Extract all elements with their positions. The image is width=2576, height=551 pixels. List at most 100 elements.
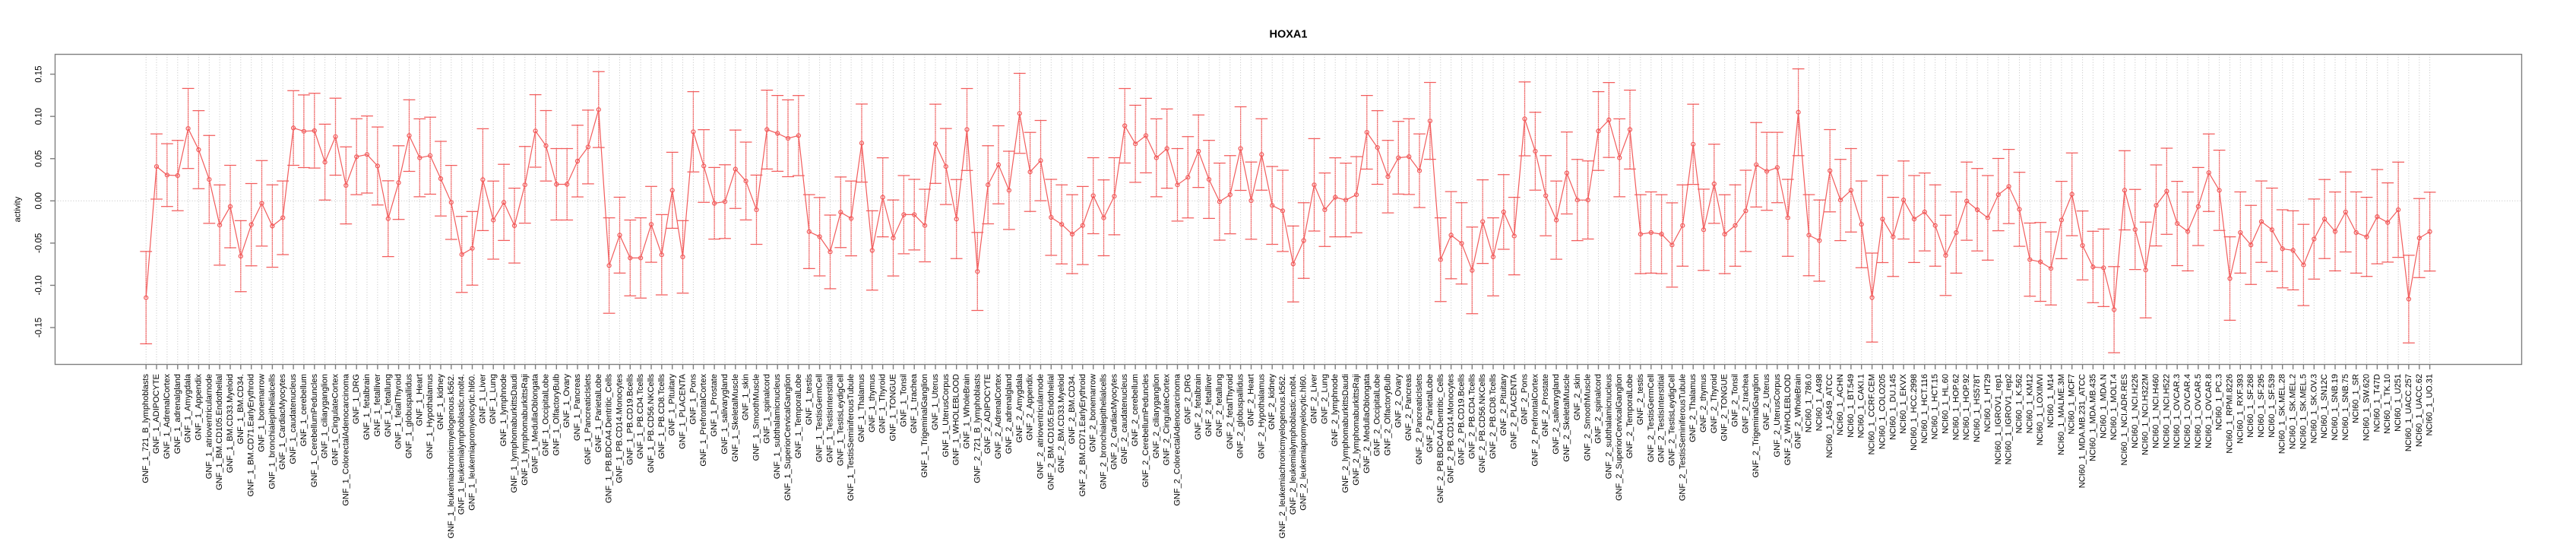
- svg-text:NCI60_1_DU.145: NCI60_1_DU.145: [1888, 374, 1897, 440]
- svg-text:GNF_2_ADIPOCYTE: GNF_2_ADIPOCYTE: [983, 374, 992, 454]
- svg-text:NCI60_1_SF.539: NCI60_1_SF.539: [2267, 374, 2277, 438]
- svg-text:GNF_2_Amygdala: GNF_2_Amygdala: [1015, 373, 1024, 442]
- svg-text:GNF_1_TONGUE: GNF_1_TONGUE: [889, 374, 898, 441]
- svg-text:GNF_1_OlfactoryBulb: GNF_1_OlfactoryBulb: [552, 374, 561, 456]
- svg-text:GNF_2_TrigeminalGanglion: GNF_2_TrigeminalGanglion: [1752, 374, 1761, 478]
- svg-text:NCI60_1_ACHN: NCI60_1_ACHN: [1836, 374, 1845, 435]
- svg-text:GNF_2_UterusCorpus: GNF_2_UterusCorpus: [1773, 374, 1782, 458]
- svg-text:NCI60_1_SF.295: NCI60_1_SF.295: [2257, 374, 2266, 438]
- svg-text:GNF_1_Lung: GNF_1_Lung: [489, 374, 498, 424]
- svg-text:GNF_2_721_B_lymphoblasts: GNF_2_721_B_lymphoblasts: [973, 374, 982, 483]
- svg-text:GNF_2_kidney: GNF_2_kidney: [1267, 374, 1277, 430]
- svg-text:GNF_2_subthalamicnucleus: GNF_2_subthalamicnucleus: [1604, 374, 1613, 480]
- svg-text:GNF_2_Lung: GNF_2_Lung: [1320, 374, 1329, 424]
- svg-text:NCI60_1_HCC.2998: NCI60_1_HCC.2998: [1910, 374, 1919, 451]
- svg-text:GNF_1_PB.CD4.Tcells: GNF_1_PB.CD4.Tcells: [636, 374, 645, 459]
- svg-text:GNF_1_testis: GNF_1_testis: [805, 374, 814, 426]
- svg-text:GNF_2_TestisGermCell: GNF_2_TestisGermCell: [1647, 374, 1656, 462]
- svg-text:GNF_2_fetalliver: GNF_2_fetalliver: [1204, 374, 1214, 437]
- svg-text:GNF_1_salivarygland: GNF_1_salivarygland: [720, 374, 729, 454]
- svg-text:GNF_1_BM.CD34.: GNF_1_BM.CD34.: [236, 374, 245, 444]
- svg-text:GNF_1_TestisGermCell: GNF_1_TestisGermCell: [815, 374, 824, 462]
- svg-text:GNF_2_OccipitalLobe: GNF_2_OccipitalLobe: [1373, 374, 1382, 456]
- svg-text:NCI60_1_HOP.92: NCI60_1_HOP.92: [1962, 374, 1971, 440]
- svg-text:NCI60_1_SW.620: NCI60_1_SW.620: [2362, 374, 2372, 441]
- svg-text:NCI60_1_UACC.62: NCI60_1_UACC.62: [2415, 374, 2424, 447]
- svg-text:NCI60_1_OVCAR.5: NCI60_1_OVCAR.5: [2194, 374, 2203, 448]
- svg-text:GNF_2_ParietalLobe: GNF_2_ParietalLobe: [1426, 374, 1435, 452]
- svg-text:GNF_1_SmoothMuscle: GNF_1_SmoothMuscle: [752, 374, 761, 461]
- svg-text:GNF_1_atrioventricularnode: GNF_1_atrioventricularnode: [204, 374, 214, 479]
- svg-text:0.05: 0.05: [35, 150, 44, 167]
- svg-text:NCI60_1_SF.268: NCI60_1_SF.268: [2246, 374, 2255, 438]
- svg-text:GNF_1_Amygdala: GNF_1_Amygdala: [184, 373, 193, 442]
- svg-text:GNF_1_cerebellum: GNF_1_cerebellum: [299, 374, 309, 446]
- svg-text:GNF_2_Uterus: GNF_2_Uterus: [1762, 374, 1771, 430]
- svg-text:GNF_1_CardiacMyocytes: GNF_1_CardiacMyocytes: [278, 374, 287, 470]
- svg-text:GNF_2_atrioventricularnode: GNF_2_atrioventricularnode: [1036, 374, 1046, 479]
- svg-text:activity: activity: [14, 196, 23, 222]
- svg-text:GNF_1_ADIPOCYTE: GNF_1_ADIPOCYTE: [152, 374, 161, 454]
- svg-text:GNF_2_Pituitary: GNF_2_Pituitary: [1499, 374, 1508, 436]
- svg-text:GNF_1_bonemarrow: GNF_1_bonemarrow: [258, 374, 267, 452]
- svg-text:GNF_1_Ovary: GNF_1_Ovary: [562, 374, 571, 428]
- svg-text:GNF_2_salivarygland: GNF_2_salivarygland: [1552, 374, 1561, 454]
- svg-text:GNF_2_DRG: GNF_2_DRG: [1183, 374, 1192, 424]
- svg-text:GNF_1_Appendix: GNF_1_Appendix: [194, 374, 203, 441]
- svg-text:GNF_1_Thalamus: GNF_1_Thalamus: [857, 374, 866, 442]
- svg-text:GNF_1_subthalamicnucleus: GNF_1_subthalamicnucleus: [773, 374, 782, 480]
- svg-text:NCI60_1_HT29: NCI60_1_HT29: [1983, 374, 1992, 432]
- svg-text:GNF_1_MedullaOblongata: GNF_1_MedullaOblongata: [531, 373, 540, 473]
- svg-text:GNF_2_Tonsil: GNF_2_Tonsil: [1731, 374, 1740, 427]
- svg-text:GNF_1_Pons: GNF_1_Pons: [688, 374, 698, 425]
- svg-text:-0.15: -0.15: [35, 318, 44, 337]
- svg-text:GNF_2_leukemialymphoblastic.mo: GNF_2_leukemialymphoblastic.molt4.: [1289, 374, 1298, 515]
- svg-text:NCI60_1_UACC.257: NCI60_1_UACC.257: [2404, 374, 2413, 451]
- svg-text:0.15: 0.15: [35, 65, 44, 82]
- svg-text:GNF_2_PB.CD19.Bcells: GNF_2_PB.CD19.Bcells: [1457, 374, 1467, 465]
- svg-text:NCI60_1_SNB.75: NCI60_1_SNB.75: [2341, 374, 2350, 440]
- svg-text:GNF_1_fetalThyroid: GNF_1_fetalThyroid: [394, 374, 403, 449]
- svg-text:GNF_2_fetallung: GNF_2_fetallung: [1215, 374, 1224, 437]
- svg-text:GNF_2_TestisLeydigCell: GNF_2_TestisLeydigCell: [1667, 374, 1676, 466]
- svg-text:GNF_2_lymphomaburkittsDaudi: GNF_2_lymphomaburkittsDaudi: [1341, 374, 1350, 493]
- svg-text:NCI60_1_COLO205: NCI60_1_COLO205: [1878, 374, 1887, 449]
- svg-text:GNF_1_fetalliver: GNF_1_fetalliver: [373, 374, 382, 437]
- svg-text:GNF_1_ciliaryganglion: GNF_1_ciliaryganglion: [321, 374, 330, 458]
- svg-text:GNF_1_spinalcord: GNF_1_spinalcord: [762, 374, 771, 444]
- svg-text:GNF_2_Thyroid: GNF_2_Thyroid: [1710, 374, 1719, 433]
- svg-text:GNF_2_lymphomaburkittsRaji: GNF_2_lymphomaburkittsRaji: [1352, 374, 1361, 486]
- svg-text:NCI60_1_MDA.MB.435: NCI60_1_MDA.MB.435: [2088, 374, 2097, 461]
- svg-text:NCI60_1_OVCAR.3: NCI60_1_OVCAR.3: [2173, 374, 2182, 448]
- svg-text:GNF_1_leukemialymphoblastic.mo: GNF_1_leukemialymphoblastic.molt4.: [457, 374, 467, 515]
- svg-text:GNF_2_Ovary: GNF_2_Ovary: [1394, 374, 1403, 428]
- svg-text:GNF_1_AdrenalCortex: GNF_1_AdrenalCortex: [163, 374, 172, 459]
- svg-text:NCI60_1_SK.MEL.28: NCI60_1_SK.MEL.28: [2278, 374, 2287, 454]
- svg-text:GNF_1_PB.CD8.Tcells: GNF_1_PB.CD8.Tcells: [657, 374, 666, 459]
- svg-text:GNF_2_caudatenucleus: GNF_2_caudatenucleus: [1120, 374, 1129, 464]
- svg-text:GNF_2_TemporalLobe: GNF_2_TemporalLobe: [1625, 374, 1635, 458]
- svg-text:GNF_2_SkeletalMuscle: GNF_2_SkeletalMuscle: [1562, 374, 1571, 462]
- svg-text:NCI60_1_SN12C: NCI60_1_SN12C: [2320, 374, 2329, 439]
- svg-text:GNF_2_testis: GNF_2_testis: [1636, 374, 1645, 426]
- svg-text:NCI60_1_NCI.H522: NCI60_1_NCI.H522: [2162, 374, 2171, 448]
- svg-text:GNF_1_ParietalLobe: GNF_1_ParietalLobe: [594, 374, 603, 452]
- svg-text:GNF_1_DRG: GNF_1_DRG: [352, 374, 361, 424]
- svg-text:NCI60_1_SK.MEL.5: NCI60_1_SK.MEL.5: [2299, 374, 2308, 449]
- svg-text:GNF_2_CerebellumPeduncles: GNF_2_CerebellumPeduncles: [1141, 374, 1150, 488]
- svg-text:GNF_2_Prostate: GNF_2_Prostate: [1541, 374, 1550, 437]
- svg-text:GNF_1_OccipitalLobe: GNF_1_OccipitalLobe: [542, 374, 551, 456]
- svg-text:GNF_2_CingulateCortex: GNF_2_CingulateCortex: [1163, 374, 1172, 466]
- svg-text:GNF_1_leukemiapromyelocytic.hl: GNF_1_leukemiapromyelocytic.hl60.: [468, 374, 477, 511]
- svg-text:GNF_1_lymphnode: GNF_1_lymphnode: [499, 374, 508, 446]
- svg-text:GNF_1_PB.BDCA4.Dentritic_Cells: GNF_1_PB.BDCA4.Dentritic_Cells: [605, 374, 614, 503]
- svg-text:GNF_1_WHOLEBLOOD: GNF_1_WHOLEBLOOD: [952, 374, 961, 465]
- svg-text:GNF_2_MedullaOblongata: GNF_2_MedullaOblongata: [1362, 373, 1372, 473]
- svg-text:GNF_1_fetallung: GNF_1_fetallung: [384, 374, 393, 437]
- svg-text:GNF_2_ciliaryganglion: GNF_2_ciliaryganglion: [1152, 374, 1161, 458]
- svg-text:NCI60_1_RPMI.8226: NCI60_1_RPMI.8226: [2226, 374, 2235, 454]
- svg-text:GNF_1_skin: GNF_1_skin: [742, 374, 751, 420]
- svg-text:GNF_1_TestisInterstitial: GNF_1_TestisInterstitial: [826, 374, 835, 463]
- svg-text:NCI60_1_K.562: NCI60_1_K.562: [2015, 374, 2024, 433]
- svg-text:GNF_2_SuperiorCervicalGanglion: GNF_2_SuperiorCervicalGanglion: [1615, 374, 1624, 501]
